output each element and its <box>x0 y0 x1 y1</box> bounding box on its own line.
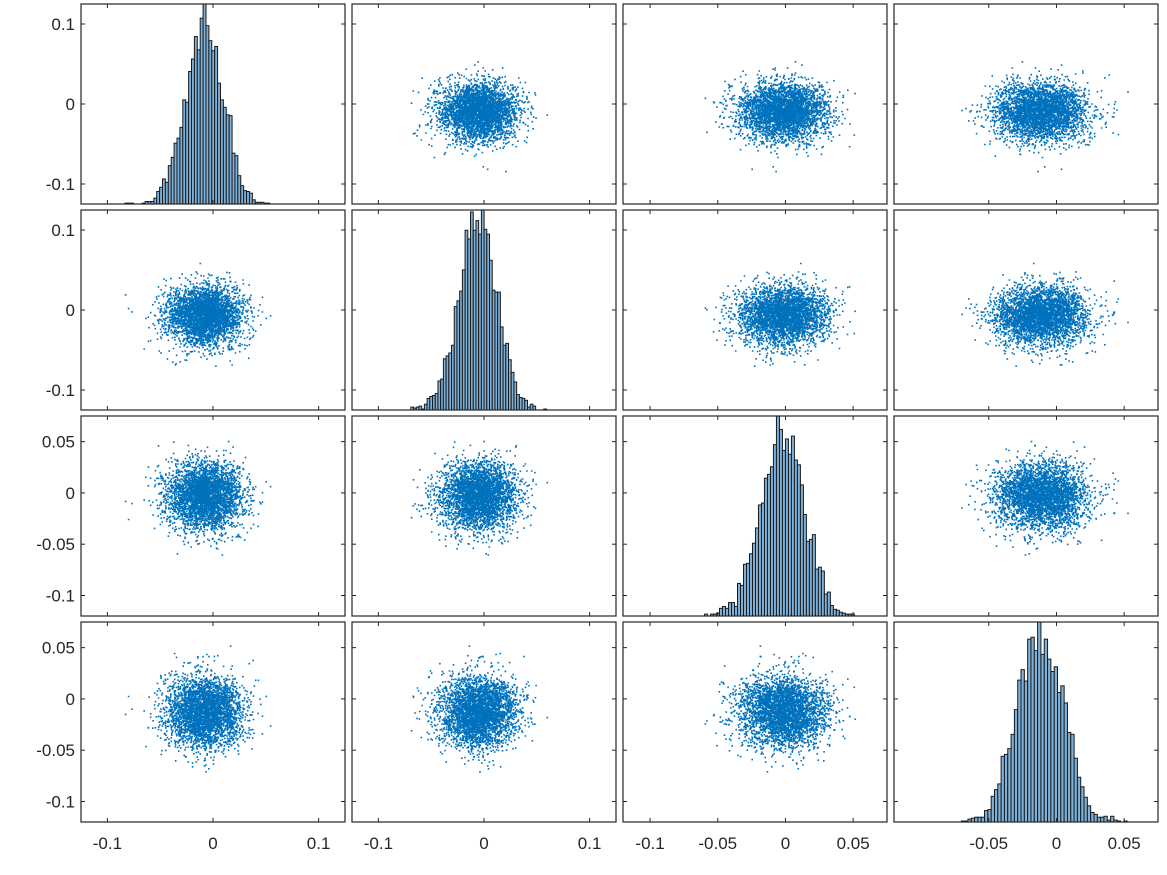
scatter-points <box>961 262 1129 367</box>
scatter-point-cloud <box>410 440 549 556</box>
hist-bar <box>418 405 423 410</box>
y-tick-label: 0 <box>66 95 75 114</box>
panel-r2-c1 <box>80 209 346 411</box>
x-tick-label: 0.1 <box>578 834 602 853</box>
histogram <box>410 210 547 410</box>
scatter-point-cloud <box>410 645 549 773</box>
y-tick-label: -0.05 <box>36 741 75 760</box>
y-tick-labels: -0.1 0 0.1 -0.1 0 0.1 -0.1 -0.05 0 0.05 -0.1 -0.05 0… <box>36 15 75 811</box>
panel-r3-c1 <box>80 415 346 617</box>
y-tick-label: -0.1 <box>46 381 75 400</box>
panel-r2-c2 <box>351 209 617 411</box>
panel-r4-c1 <box>80 621 346 823</box>
x-tick-label: -0.05 <box>969 834 1008 853</box>
scatter-points <box>124 262 272 367</box>
y-tick-label: 0 <box>66 484 75 503</box>
hist-bar <box>532 405 537 410</box>
scatter-points <box>704 61 856 173</box>
histogram <box>124 4 271 204</box>
panel-r1-c1 <box>80 3 346 205</box>
x-tick-label: 0 <box>208 834 217 853</box>
hist-bar <box>1103 815 1108 822</box>
histogram <box>960 622 1128 822</box>
y-tick-label: -0.1 <box>46 586 75 605</box>
scatter-point-cloud <box>961 262 1129 367</box>
y-tick-label: 0.1 <box>51 221 75 240</box>
hist-bar <box>704 613 709 616</box>
scatter-point-cloud <box>704 262 856 367</box>
x-tick-labels: -0.1 0 0.1 -0.1 0 0.1 -0.1 -0.05 0 0.05 -0.05 0 0.05 <box>93 834 1141 853</box>
y-tick-label: -0.05 <box>36 535 75 554</box>
panel-r3-c4 <box>893 415 1159 617</box>
scatter-points <box>704 645 856 773</box>
panel-r1-c2 <box>351 3 617 205</box>
x-tick-label: 0 <box>479 834 488 853</box>
panel-layer <box>80 3 1159 823</box>
panel-r4-c4 <box>893 621 1159 823</box>
scatter-point-cloud <box>961 440 1129 556</box>
x-tick-label: -0.05 <box>698 834 737 853</box>
hist-bar <box>1116 820 1122 822</box>
x-tick-label: 0.05 <box>837 834 870 853</box>
hist-bar <box>130 202 135 204</box>
panel-r1-c4 <box>893 3 1159 205</box>
scatter-points <box>124 645 272 773</box>
scatter-point-cloud <box>961 61 1129 173</box>
hist-bar <box>543 408 547 410</box>
x-tick-label: 0 <box>781 834 790 853</box>
panel-r3-c2 <box>351 415 617 617</box>
panel-r2-c3 <box>622 209 888 411</box>
hist-bar <box>1110 815 1115 822</box>
x-tick-label: 0 <box>1052 834 1061 853</box>
y-tick-label: 0 <box>66 301 75 320</box>
axes-box <box>622 621 888 823</box>
x-tick-label: -0.1 <box>93 834 122 853</box>
hist-bar <box>266 202 271 204</box>
scatter-points <box>410 440 549 556</box>
scatter-point-cloud <box>704 645 856 773</box>
scatter-points <box>704 262 856 367</box>
hist-bar <box>826 591 831 616</box>
y-tick-label: 0.05 <box>42 639 75 658</box>
scatter-point-cloud <box>410 61 549 173</box>
scatter-point-cloud <box>124 645 272 773</box>
panel-r3-c3 <box>622 415 888 617</box>
hist-bar <box>248 192 253 204</box>
scatter-points <box>410 61 549 173</box>
panel-r4-c3 <box>622 621 888 823</box>
scatter-points <box>410 645 549 773</box>
panel-r2-c4 <box>893 209 1159 411</box>
scatter-point-cloud <box>704 61 856 173</box>
x-tick-label: -0.1 <box>364 834 393 853</box>
x-tick-label: -0.1 <box>635 834 664 853</box>
x-tick-label: 0.1 <box>307 834 331 853</box>
y-tick-label: -0.1 <box>46 792 75 811</box>
scatter-point-cloud <box>124 440 272 556</box>
y-tick-label: 0 <box>66 690 75 709</box>
histogram <box>704 416 855 616</box>
hist-bar <box>524 399 529 410</box>
scatter-points <box>124 440 272 556</box>
y-tick-label: 0.1 <box>51 15 75 34</box>
scatter-points <box>961 61 1129 173</box>
y-tick-label: 0.05 <box>42 433 75 452</box>
panel-r1-c3 <box>622 3 888 205</box>
scatter-point-cloud <box>124 262 272 367</box>
scatter-points <box>961 440 1129 556</box>
panel-r4-c2 <box>351 621 617 823</box>
x-tick-label: 0.05 <box>1108 834 1141 853</box>
y-tick-label: -0.1 <box>46 175 75 194</box>
